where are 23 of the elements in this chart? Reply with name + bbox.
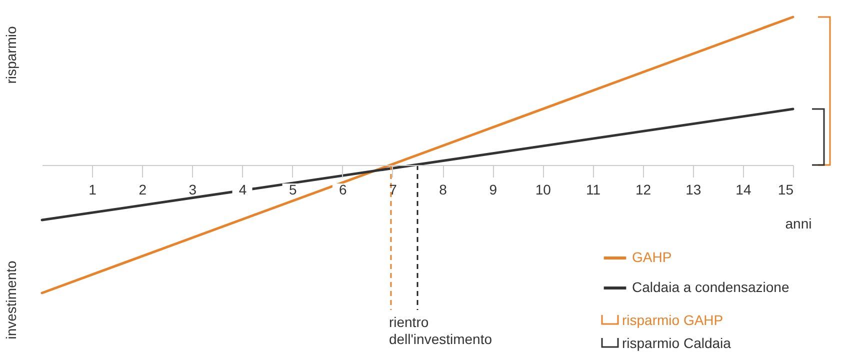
text: risparmio GAHP	[622, 312, 724, 328]
x-tick-label: 6	[339, 181, 347, 198]
x-tick-label: 14	[736, 181, 752, 198]
x-tick-label: 1	[88, 181, 97, 198]
x-tick-label: 10	[535, 181, 552, 198]
x-tick-label: 12	[636, 181, 652, 198]
y-axis-title: risparmio	[3, 26, 19, 84]
x-tick-label: 2	[138, 181, 147, 198]
x-tick-label: 15	[778, 181, 794, 198]
x-tick-label: 8	[439, 181, 448, 198]
ref-line-label: rientro dell'investimento	[388, 314, 492, 347]
legend-label: Caldaia a condensazione	[632, 279, 790, 295]
x-tick-label: 11	[586, 181, 601, 198]
x-tick-label: 3	[188, 181, 197, 198]
x-tick-label: 13	[686, 181, 702, 198]
x-tick-label: 5	[288, 181, 297, 198]
x-tick-label: 4	[238, 181, 247, 198]
x-tick-label: 9	[489, 181, 498, 198]
text: investimento	[3, 260, 19, 340]
x-tick-label: 7	[389, 181, 398, 198]
legend-label: GAHP	[632, 249, 672, 265]
x-axis-title: anni	[785, 215, 812, 232]
text: risparmio Caldaia	[622, 335, 732, 351]
